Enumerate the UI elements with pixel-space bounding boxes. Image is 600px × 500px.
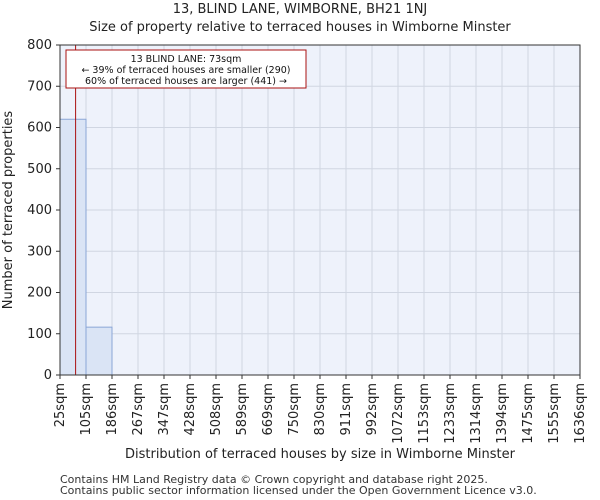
- x-tick-label: 186sqm: [105, 383, 120, 436]
- bar-chart: 0 100 200 300 400 500 600 700 800 25sqm 105sqm 186…: [1, 38, 588, 462]
- plot-frame: [59, 44, 581, 376]
- annotation-line-3: 60% of terraced houses are larger (441) …: [85, 76, 287, 87]
- x-tick-label: 428sqm: [183, 383, 198, 436]
- chart-subtitle: Size of property relative to terraced ho…: [89, 20, 511, 35]
- x-tick-label: 1072sqm: [391, 383, 406, 444]
- y-tick-label: 300: [27, 244, 52, 259]
- x-tick-label: 1555sqm: [547, 383, 562, 444]
- x-tick-label: 1636sqm: [573, 383, 588, 444]
- annotation-border: [65, 49, 307, 89]
- y-tick-label: 600: [27, 121, 52, 136]
- y-tick-label: 700: [27, 79, 52, 94]
- x-tick-label: 25sqm: [53, 383, 68, 427]
- chart-title: 13, BLIND LANE, WIMBORNE, BH21 1NJ: [172, 2, 428, 17]
- x-tick-label: 1153sqm: [417, 383, 432, 444]
- y-tick-label: 200: [27, 286, 52, 301]
- x-tick-label: 1314sqm: [469, 383, 484, 444]
- y-tick-label: 500: [27, 162, 52, 177]
- y-tick-label: 800: [27, 38, 52, 53]
- bars: [59, 118, 113, 376]
- annotation-box: 13 BLIND LANE: 73sqm ← 39% of terraced h…: [65, 49, 307, 89]
- x-tick-label: 589sqm: [235, 383, 250, 436]
- footer-licence: Contains public sector information licen…: [60, 484, 537, 497]
- x-tick-label: 830sqm: [313, 383, 328, 436]
- x-tick-label: 911sqm: [339, 383, 354, 436]
- x-tick-label: 1394sqm: [495, 383, 510, 444]
- x-tick-label: 669sqm: [261, 383, 276, 436]
- y-tick-label: 0: [44, 368, 52, 383]
- x-tick-label: 992sqm: [365, 383, 380, 436]
- x-tick-label: 1233sqm: [443, 383, 458, 444]
- y-tick-label: 400: [27, 203, 52, 218]
- x-axis-label: Distribution of terraced houses by size …: [125, 447, 516, 462]
- y-tick-label: 100: [27, 327, 52, 342]
- annotation-line-2: ← 39% of terraced houses are smaller (29…: [81, 65, 290, 76]
- bar: [85, 326, 113, 376]
- x-tick-label: 347sqm: [157, 383, 172, 436]
- x-axis-ticks: 25sqm 105sqm 186sqm 267sqm 347sqm 428sqm 508sq…: [53, 375, 588, 444]
- x-tick-label: 508sqm: [209, 383, 224, 436]
- x-tick-label: 1475sqm: [521, 383, 536, 444]
- bar: [59, 118, 87, 376]
- footer-copyright: Contains HM Land Registry data © Crown c…: [60, 473, 488, 486]
- annotation-line-1: 13 BLIND LANE: 73sqm: [131, 54, 242, 65]
- x-tick-label: 267sqm: [131, 383, 146, 436]
- y-axis-label: Number of terraced properties: [1, 111, 16, 310]
- x-tick-label: 105sqm: [79, 383, 94, 436]
- y-axis-ticks: 0 100 200 300 400 500 600 700 800: [27, 38, 60, 383]
- x-tick-label: 750sqm: [287, 383, 302, 436]
- gridlines: [59, 44, 581, 376]
